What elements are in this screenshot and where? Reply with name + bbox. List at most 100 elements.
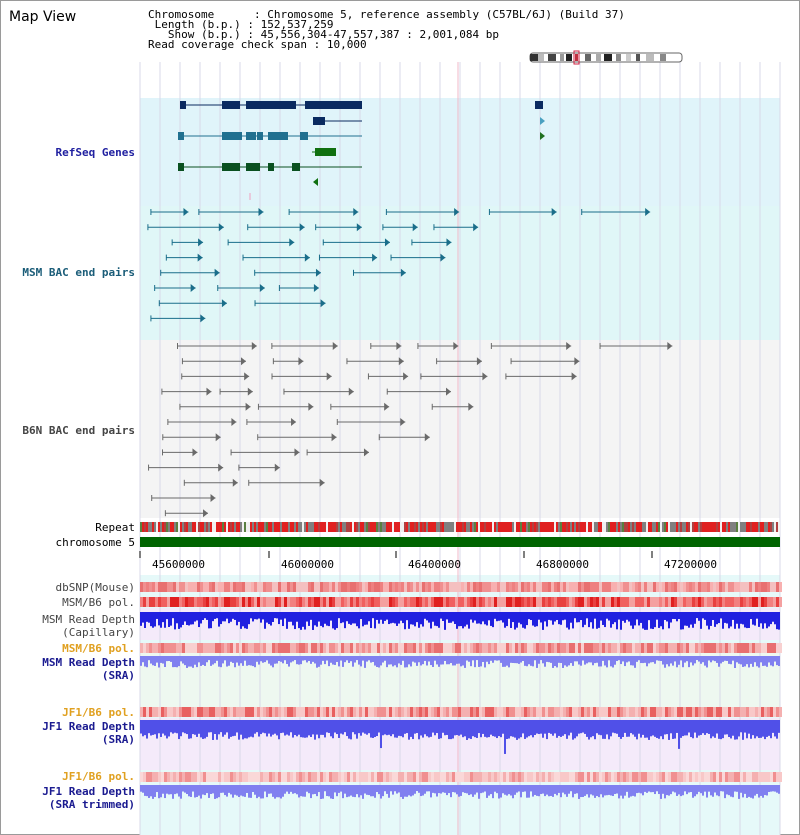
gene-exon[interactable] [268, 132, 288, 140]
msm-pol-cell [176, 597, 179, 607]
axis-tick-label: 47200000 [664, 558, 717, 571]
repeat-segment [498, 522, 500, 532]
refseq-genes-label[interactable]: RefSeq Genes [55, 146, 135, 159]
jf1-trim-depth-bar [152, 785, 154, 799]
jf1-trim-depth-bar [384, 785, 386, 792]
gene-exon[interactable] [178, 132, 184, 140]
msm-pol2-cell [476, 643, 479, 653]
msm-capillary-depth-bar [552, 612, 554, 625]
gene-exon[interactable] [222, 132, 242, 140]
jf1-pol2-cell [713, 772, 716, 782]
gene-exon[interactable] [257, 132, 263, 140]
jf1-pol-cell [728, 707, 731, 717]
msm-pol2-cell [320, 643, 323, 653]
dbsnp-cell [560, 582, 563, 592]
gene-exon[interactable] [268, 163, 274, 171]
msm-pol-cell [290, 597, 293, 607]
b6n-bac-label[interactable]: B6N BAC end pairs [22, 424, 135, 437]
jf1-pol-cell [431, 707, 434, 717]
msm-sra-depth-bar [634, 656, 636, 668]
jf1-pol-cell [419, 707, 422, 717]
jf1-sra-depth-bar [628, 720, 630, 737]
msm-capillary-depth-bar [698, 612, 700, 621]
msm-sra-depth-bar [598, 656, 600, 667]
jf1-trim-depth-bar [642, 785, 644, 796]
repeat-segment [656, 522, 658, 532]
repeat-segment [664, 522, 666, 532]
gene-exon[interactable] [246, 132, 256, 140]
jf1-sra-depth-bar [562, 720, 564, 736]
gene-exon[interactable] [292, 163, 300, 171]
msm-pol2-cell [191, 643, 194, 653]
axis-tick-label: 46800000 [536, 558, 589, 571]
msm-pol2-cell [542, 643, 545, 653]
repeat-segment [646, 522, 648, 532]
gene-exon[interactable] [222, 163, 240, 171]
msm-sra-depth-bar [320, 656, 322, 665]
jf1-trim-depth-bar [190, 785, 192, 797]
msm-sra-depth-bar [486, 656, 488, 662]
msm-sra-depth-bar [378, 656, 380, 668]
msm-capillary-depth-bar [668, 612, 670, 629]
gene-exon[interactable] [313, 117, 325, 125]
jf1-trim-depth-bar [208, 785, 210, 798]
gene-exon[interactable] [180, 101, 186, 109]
dbsnp-cell [404, 582, 407, 592]
jf1-pol-cell [170, 707, 173, 717]
jf1-pol-cell [749, 707, 752, 717]
jf1-sra-depth-bar [516, 720, 518, 740]
dbsnp-cell [308, 582, 311, 592]
msm-pol-cell [461, 597, 464, 607]
msm-pol-cell [425, 597, 428, 607]
msm-sra-depth-bar [444, 656, 446, 661]
jf1-trim-depth-bar [146, 785, 148, 797]
msm-bac-label[interactable]: MSM BAC end pairs [22, 266, 135, 279]
repeat-segment [324, 522, 326, 532]
jf1-pol2-cell [563, 772, 566, 782]
gene-exon[interactable] [246, 101, 296, 109]
gene-exon[interactable] [305, 101, 362, 109]
gene-exon[interactable] [246, 163, 260, 171]
jf1-sra-depth-bar [398, 720, 400, 736]
msm-pol2-cell [533, 643, 536, 653]
jf1-trim-depth-bar [520, 785, 522, 798]
msm-pol-cell [155, 597, 158, 607]
jf1-sra-depth-bar [142, 720, 144, 737]
jf1-pol-cell [296, 707, 299, 717]
jf1-pol2-cell [200, 772, 203, 782]
dbsnp-cell [623, 582, 626, 592]
dbsnp-cell [776, 582, 779, 592]
msm-sra-depth-bar [420, 656, 422, 666]
msm-pol-cell [146, 597, 149, 607]
gene-exon[interactable] [222, 101, 240, 109]
msm-bac-end [454, 208, 460, 216]
repeat-segment [690, 522, 692, 532]
msm-sra-depth-bar [254, 656, 256, 668]
jf1-sra-depth-bar [268, 720, 270, 734]
msm-capillary-depth-bar [270, 612, 272, 626]
gene-exon[interactable] [178, 163, 184, 171]
msm-pol-cell [503, 597, 506, 607]
jf1-pol-cell [425, 707, 428, 717]
repeat-segment [558, 522, 560, 532]
repeat-segment [302, 522, 304, 532]
jf1-pol-cell [173, 707, 176, 717]
jf1-sra-depth-bar [174, 720, 176, 733]
jf1-trim-depth-bar [722, 785, 724, 792]
msm-pol2-cell [551, 643, 554, 653]
msm-pol2-cell [170, 643, 173, 653]
repeat-segment [364, 522, 366, 532]
gene-exon[interactable] [315, 148, 336, 156]
gene-exon[interactable] [300, 132, 308, 140]
msm-pol2-cell [644, 643, 647, 653]
msm-sra-depth-bar [770, 656, 772, 666]
gene-exon[interactable] [535, 101, 543, 109]
repeat-segment [592, 522, 594, 532]
jf1-pol2-cell [746, 772, 749, 782]
msm-sra-depth-bar [660, 656, 662, 662]
msm-sra-depth-bar [176, 656, 178, 668]
jf1-sra-depth-bar [366, 720, 368, 735]
jf1-pol-cell [776, 707, 779, 717]
jf1-pol2-cell [536, 772, 539, 782]
